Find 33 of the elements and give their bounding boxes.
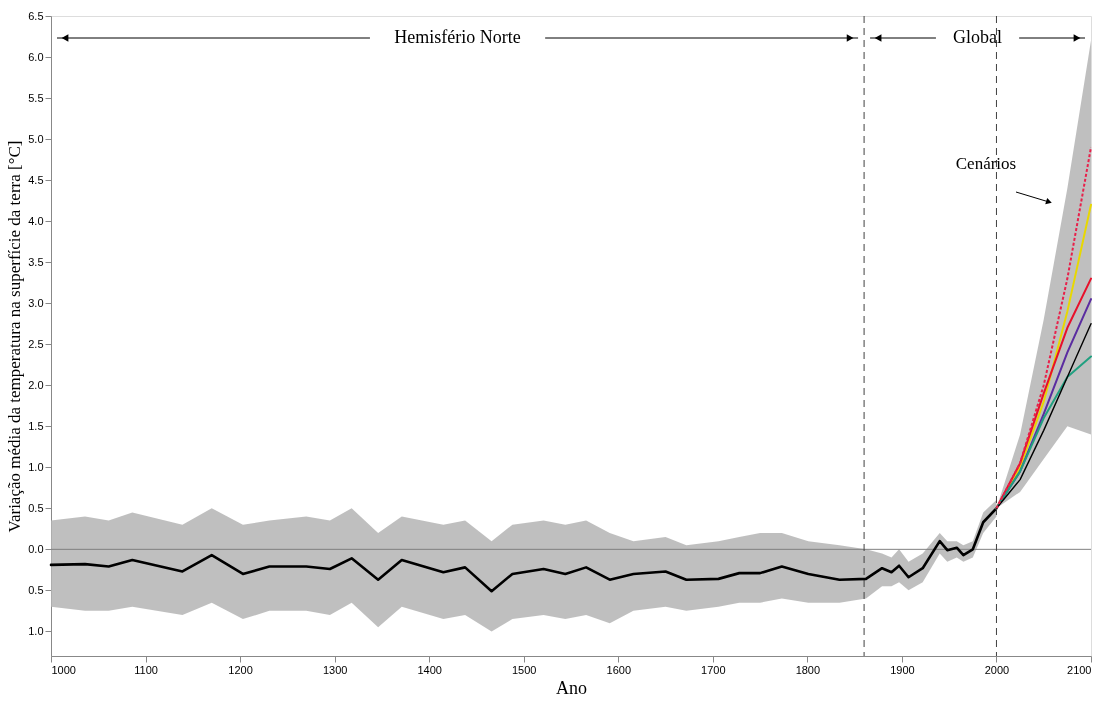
x-tick-label: 2100	[1067, 663, 1092, 676]
y-tick-label: 6.0	[28, 50, 44, 63]
y-tick-label: 0.5	[28, 583, 44, 596]
y-tick-label: 1.0	[28, 624, 44, 637]
annotation: Hemisfério Norte	[394, 27, 521, 47]
x-tick-label: 1900	[890, 663, 915, 676]
y-tick-label: 5.5	[28, 91, 44, 104]
x-tick-label: 1600	[606, 663, 632, 676]
x-tick-label: 1100	[134, 663, 158, 676]
x-tick-label: 1400	[417, 663, 442, 676]
y-tick-label: 3.5	[28, 255, 44, 268]
y-tick-label: 0.5	[28, 501, 44, 514]
y-tick-label: 0.0	[28, 542, 44, 555]
y-tick-label: 6.5	[28, 9, 44, 22]
y-tick-label: 5.0	[28, 132, 44, 145]
x-tick-label: 1000	[51, 663, 76, 676]
y-tick-label: 1.0	[28, 460, 44, 473]
y-tick-label: 2.5	[28, 337, 44, 350]
x-tick-label: 1700	[701, 663, 726, 676]
y-tick-label: 3.0	[28, 296, 44, 309]
annotation: Cenários	[955, 154, 1017, 173]
x-axis-title: Ano	[556, 677, 587, 698]
y-tick-label: 4.0	[28, 214, 44, 227]
y-tick-label: 4.5	[28, 173, 44, 186]
y-tick-label: 2.0	[28, 378, 44, 391]
annotation: Global	[953, 27, 1003, 47]
x-tick-label: 1500	[511, 663, 537, 676]
x-tick-label: 1800	[795, 663, 821, 676]
x-tick-label: 1200	[228, 663, 253, 676]
y-tick-label: 1.5	[28, 419, 44, 432]
x-tick-label: 2000	[984, 663, 1010, 676]
x-tick-label: 1300	[322, 663, 348, 676]
y-axis-title: Variação média da temperatura na superfície da terra [°C]	[5, 140, 25, 533]
